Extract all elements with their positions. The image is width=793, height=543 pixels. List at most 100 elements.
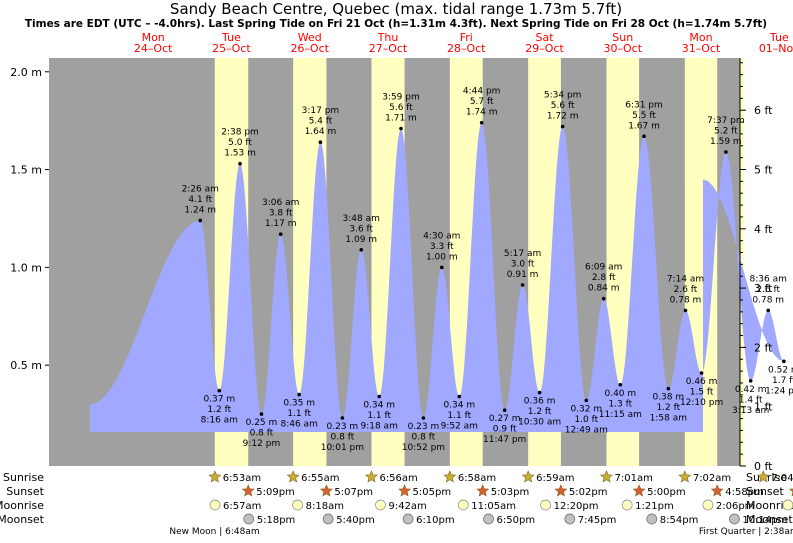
- moonset-moon-icon: [483, 513, 494, 525]
- sunrise-star-icon: [600, 470, 613, 483]
- tide-feet-label: 5.4 ft: [309, 117, 333, 127]
- moonset-time: 5:40pm: [336, 515, 375, 526]
- tide-meter-label: 1.71 m: [385, 114, 417, 124]
- tide-time-label: 2:38 pm: [221, 128, 259, 138]
- tide-meter-label: 0.34 m: [443, 400, 475, 410]
- astro-row-label-left: Sunset: [6, 485, 44, 498]
- tide-feet-label: 4.1 ft: [188, 195, 212, 205]
- tide-time-label: 8:36 am: [750, 274, 787, 284]
- tide-feet-label: 1.1 ft: [447, 411, 471, 421]
- axes: 0.5 m 1.0 m 1.5 m 2.0 m 0 ft 1 ft 2 ft 3 ft 4 ft…: [10, 58, 773, 473]
- sunset-star-icon: [241, 484, 255, 497]
- tide-time-label: 8:46 am: [280, 420, 317, 430]
- tide-meter-label: 0.25 m: [246, 418, 278, 428]
- tide-feet-label: 3.0 ft: [511, 260, 535, 270]
- sunrise-time: 6:53am: [223, 473, 261, 484]
- sunset-time: 5:09pm: [256, 487, 295, 498]
- tide-feet-label: 5.7 ft: [470, 97, 494, 107]
- day-date: 01–Nov: [759, 42, 793, 55]
- sunrise-star-icon: [678, 470, 692, 483]
- astro-row-label-right: Moonset: [746, 513, 793, 526]
- right-tick-label: 4 ft: [754, 223, 773, 236]
- tide-point: [766, 308, 771, 313]
- right-tick-label: 1 ft: [754, 401, 773, 414]
- right-tick-label: 3 ft: [754, 282, 773, 295]
- day-of-week: Tue: [769, 31, 789, 44]
- tide-point: [238, 161, 242, 166]
- moonset-moon-icon: [564, 513, 576, 525]
- tide-time-label: 3:17 pm: [302, 106, 340, 116]
- tide-feet-label: 1.5 ft: [690, 388, 714, 398]
- day-date: 31–Oct: [682, 42, 721, 55]
- sunset-time: 5:03pm: [491, 487, 530, 498]
- moonrise-moon-icon: [702, 499, 714, 511]
- sunrise-time: 7:01am: [615, 473, 653, 484]
- tide-point: [479, 120, 484, 125]
- moonrise-time: 1:21pm: [635, 501, 674, 512]
- astro-row-label-left: Sunrise: [3, 471, 44, 484]
- tide-time-label: 9:12 pm: [243, 439, 281, 449]
- tide-point: [560, 124, 565, 129]
- tide-time-label: 10:30 am: [518, 418, 561, 428]
- chart-title: Sandy Beach Centre, Quebec (max. tidal r…: [170, 0, 622, 18]
- day-date: 27–Oct: [369, 42, 408, 55]
- tide-meter-label: 0.34 m: [363, 400, 395, 410]
- astro-row-label-left: Moonset: [0, 513, 45, 526]
- tide-feet-label: 1.3 ft: [608, 399, 632, 409]
- tide-time-label: 9:52 am: [441, 421, 478, 431]
- tide-point: [439, 265, 444, 270]
- tide-time-label: 3:59 pm: [382, 93, 420, 103]
- tide-time-label: 9:18 am: [360, 421, 397, 431]
- day-of-week: Fri: [460, 31, 473, 44]
- moonrise-time: 8:18am: [306, 501, 344, 512]
- tide-point: [618, 382, 623, 387]
- tide-feet-label: 1.1 ft: [287, 409, 311, 419]
- tide-meter-label: 0.52 m: [768, 365, 793, 375]
- tide-feet-label: 3.6 ft: [349, 224, 373, 234]
- moonset-moon-icon: [243, 513, 255, 525]
- tide-time-label: 1:58 am: [650, 414, 687, 424]
- tide-feet-label: 1.2 ft: [207, 405, 231, 415]
- day-of-week: Wed: [298, 31, 322, 44]
- moonrise-moon-icon: [292, 499, 304, 511]
- sunset-star-icon: [476, 484, 490, 497]
- day-date: 30–Oct: [604, 42, 643, 55]
- tide-feet-label: 5.6 ft: [389, 103, 413, 113]
- sunset-time: 5:07pm: [334, 487, 373, 498]
- tide-point: [666, 386, 671, 391]
- tide-feet-label: 5.0 ft: [228, 138, 252, 148]
- tide-point: [724, 150, 728, 154]
- sunset-time: 5:02pm: [569, 487, 608, 498]
- tide-feet-label: 0.8 ft: [412, 433, 436, 443]
- tide-point: [399, 126, 403, 131]
- tide-labels: 2:26 am4.1 ft1.24 m0.37 m1.2 ft8:16 am2:…: [182, 87, 793, 453]
- left-tick-label: 1.5 m: [10, 164, 42, 177]
- moonset-time: 7:45pm: [578, 515, 617, 526]
- day-date: 28–Oct: [447, 42, 486, 55]
- tide-feet-label: 1.0 ft: [574, 415, 598, 425]
- moonset-time: 8:54pm: [660, 515, 699, 526]
- tide-meter-label: 1.00 m: [426, 252, 458, 262]
- tide-time-label: 12:10 pm: [680, 398, 723, 408]
- moonrise-time: 11:05am: [471, 501, 516, 512]
- tide-point: [502, 408, 507, 412]
- moonrise-time: 9:42am: [388, 501, 426, 512]
- sunrise-time: 7:04am: [771, 473, 793, 484]
- astro-row-label-right: Moonrise: [746, 499, 793, 512]
- tide-time-label: 3:06 am: [262, 198, 299, 208]
- tide-time-label: 7:37 pm: [707, 116, 745, 126]
- day-date: 29–Oct: [525, 42, 564, 55]
- moonrise-moon-icon: [375, 499, 386, 511]
- tide-feet-label: 5.6 ft: [551, 101, 575, 111]
- day-date: 26–Oct: [290, 42, 329, 55]
- tide-meter-label: 1.64 m: [305, 127, 337, 137]
- tide-point: [537, 390, 542, 395]
- moonset-moon-icon: [402, 513, 414, 525]
- tide-meter-label: 1.74 m: [466, 108, 498, 118]
- tide-point: [748, 379, 753, 383]
- tide-point: [699, 371, 704, 375]
- tide-time-label: 6:09 am: [585, 263, 622, 273]
- tide-feet-label: 1.4 ft: [739, 395, 763, 405]
- tide-meter-label: 0.36 m: [524, 397, 556, 407]
- moonset-time: 6:50pm: [497, 515, 536, 526]
